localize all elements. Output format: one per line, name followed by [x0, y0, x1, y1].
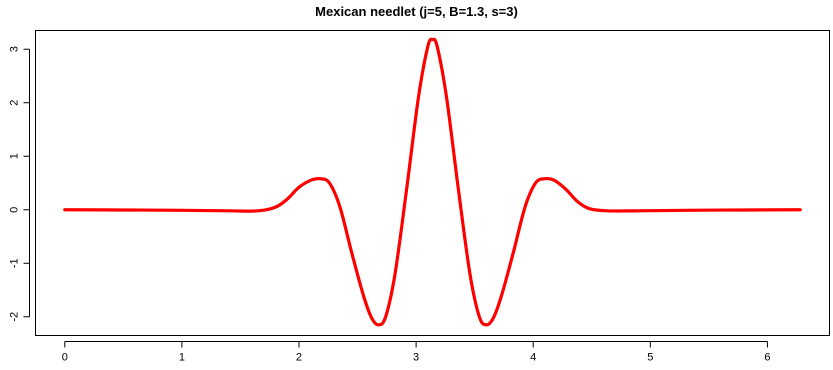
x-tick-label: 2 [296, 352, 302, 364]
y-tick-label: 1 [9, 153, 21, 159]
y-tick-label: -2 [9, 312, 21, 322]
y-tick-label: -1 [9, 258, 21, 268]
x-tick-label: 3 [413, 352, 419, 364]
x-tick-label: 1 [179, 352, 185, 364]
y-tick-label: 0 [9, 207, 21, 213]
y-tick-label: 3 [9, 46, 21, 52]
y-axis: -2 -1 0 1 2 3 [9, 46, 30, 322]
plot-frame [35, 30, 830, 336]
y-tick-label: 2 [9, 100, 21, 106]
x-axis: 0 1 2 3 4 5 6 [62, 341, 770, 364]
series-line-0 [63, 37, 802, 327]
x-tick-label: 0 [62, 352, 68, 364]
x-tick-label: 4 [530, 352, 536, 364]
x-tick-label: 5 [647, 352, 653, 364]
chart-title: Mexican needlet (j=5, B=1.3, s=3) [315, 4, 518, 19]
series-layer [63, 37, 802, 327]
x-tick-label: 6 [764, 352, 770, 364]
